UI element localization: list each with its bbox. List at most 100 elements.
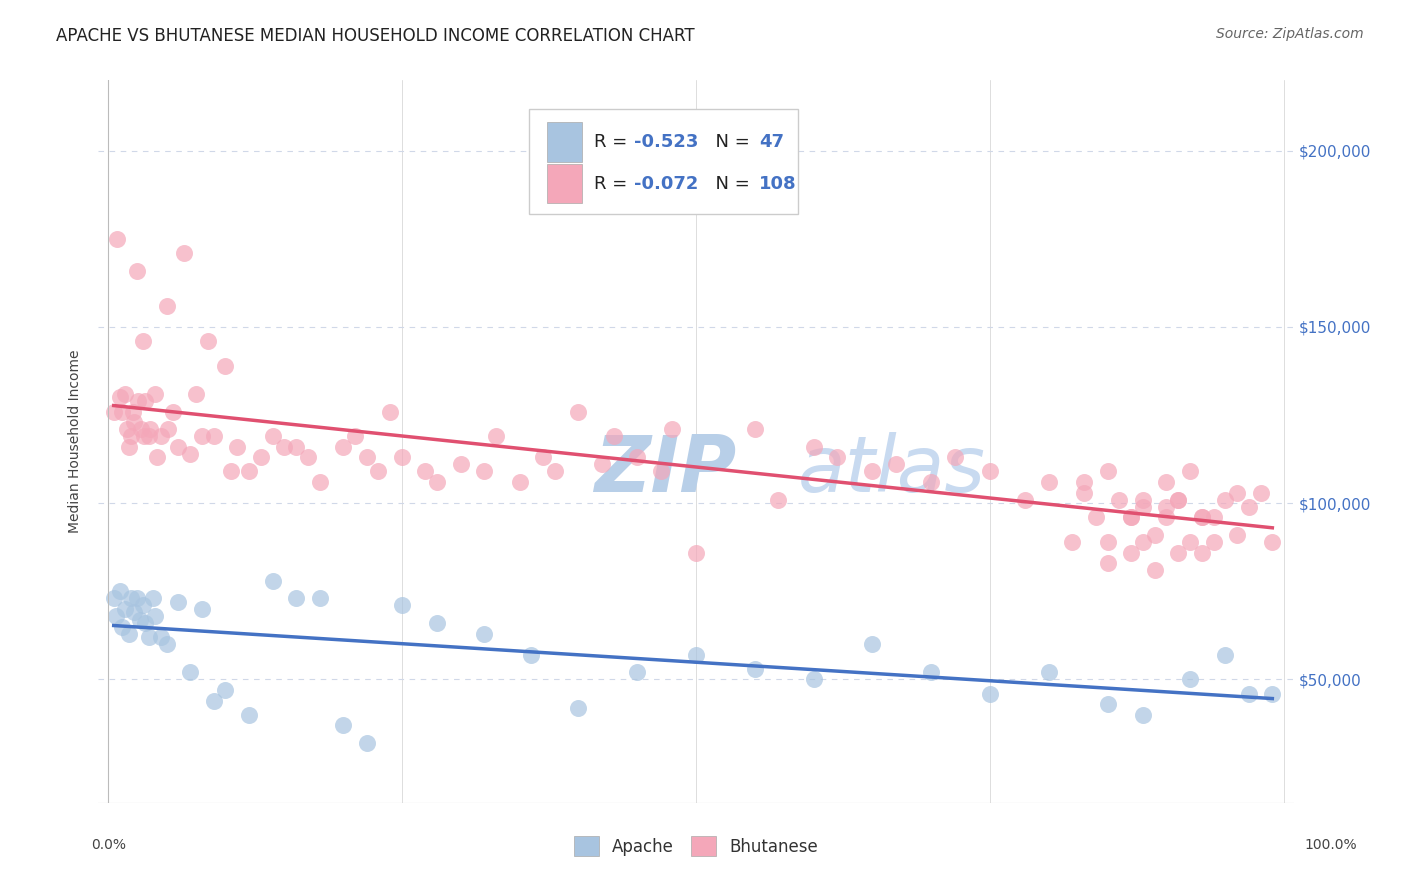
- Point: [426, 615, 449, 630]
- Point: [138, 630, 160, 644]
- Point: [108, 584, 131, 599]
- Text: R =: R =: [595, 175, 633, 193]
- Point: [531, 450, 554, 465]
- Point: [1014, 492, 1036, 507]
- Point: [472, 626, 495, 640]
- Point: [132, 334, 155, 348]
- Point: [1202, 510, 1225, 524]
- Legend: Apache, Bhutanese: Apache, Bhutanese: [568, 830, 824, 863]
- Point: [1202, 535, 1225, 549]
- Bar: [547, 164, 582, 203]
- Point: [1237, 687, 1260, 701]
- Text: atlas: atlas: [797, 433, 986, 508]
- Point: [1167, 545, 1189, 559]
- Point: [1108, 492, 1130, 507]
- Point: [202, 429, 225, 443]
- Point: [509, 475, 531, 489]
- Point: [146, 450, 169, 465]
- Point: [860, 637, 883, 651]
- Point: [127, 591, 149, 606]
- Point: [156, 299, 179, 313]
- Point: [1143, 563, 1166, 577]
- Point: [1121, 545, 1143, 559]
- Point: [134, 394, 156, 409]
- Point: [1156, 475, 1178, 489]
- Point: [103, 591, 125, 606]
- Bar: [547, 122, 582, 161]
- Point: [1191, 510, 1213, 524]
- Point: [167, 595, 190, 609]
- Point: [1178, 535, 1201, 549]
- Point: [567, 700, 589, 714]
- Point: [202, 693, 225, 707]
- Point: [1143, 528, 1166, 542]
- FancyBboxPatch shape: [529, 109, 797, 214]
- Point: [650, 465, 672, 479]
- Text: APACHE VS BHUTANESE MEDIAN HOUSEHOLD INCOME CORRELATION CHART: APACHE VS BHUTANESE MEDIAN HOUSEHOLD INC…: [56, 27, 695, 45]
- Point: [1073, 485, 1095, 500]
- Point: [1261, 687, 1284, 701]
- Point: [179, 447, 201, 461]
- Point: [1097, 697, 1119, 711]
- Point: [356, 450, 378, 465]
- Point: [602, 429, 624, 443]
- Point: [1213, 648, 1236, 662]
- Point: [356, 736, 378, 750]
- Point: [143, 609, 166, 624]
- Point: [103, 404, 125, 418]
- Point: [132, 599, 155, 613]
- Point: [173, 246, 195, 260]
- Point: [162, 404, 184, 418]
- Point: [118, 626, 141, 640]
- Point: [661, 422, 683, 436]
- Point: [920, 665, 942, 680]
- Point: [1191, 545, 1213, 559]
- Point: [262, 574, 284, 588]
- Point: [626, 665, 648, 680]
- Point: [520, 648, 543, 662]
- Point: [1213, 492, 1236, 507]
- Point: [1121, 510, 1143, 524]
- Point: [567, 404, 589, 418]
- Point: [426, 475, 449, 489]
- Point: [118, 440, 141, 454]
- Text: N =: N =: [704, 133, 756, 151]
- Point: [122, 415, 145, 429]
- Point: [128, 613, 150, 627]
- Point: [1261, 535, 1284, 549]
- Point: [1097, 556, 1119, 570]
- Point: [129, 422, 152, 436]
- Point: [1178, 673, 1201, 687]
- Point: [979, 687, 1001, 701]
- Point: [1167, 492, 1189, 507]
- Point: [1097, 535, 1119, 549]
- Point: [332, 718, 354, 732]
- Point: [1038, 665, 1060, 680]
- Point: [744, 422, 766, 436]
- Point: [591, 458, 613, 472]
- Point: [122, 606, 145, 620]
- Point: [134, 615, 156, 630]
- Point: [214, 683, 236, 698]
- Point: [238, 465, 260, 479]
- Point: [1191, 510, 1213, 524]
- Point: [179, 665, 201, 680]
- Point: [134, 429, 156, 443]
- Point: [127, 263, 149, 277]
- Point: [391, 599, 413, 613]
- Point: [273, 440, 295, 454]
- Point: [114, 387, 136, 401]
- Point: [191, 602, 214, 616]
- Point: [943, 450, 966, 465]
- Point: [108, 391, 131, 405]
- Point: [127, 394, 149, 409]
- Text: ZIP: ZIP: [595, 433, 737, 508]
- Point: [141, 591, 163, 606]
- Point: [156, 637, 179, 651]
- Point: [685, 648, 707, 662]
- Point: [825, 450, 848, 465]
- Point: [920, 475, 942, 489]
- Point: [111, 404, 134, 418]
- Point: [143, 387, 166, 401]
- Point: [138, 429, 160, 443]
